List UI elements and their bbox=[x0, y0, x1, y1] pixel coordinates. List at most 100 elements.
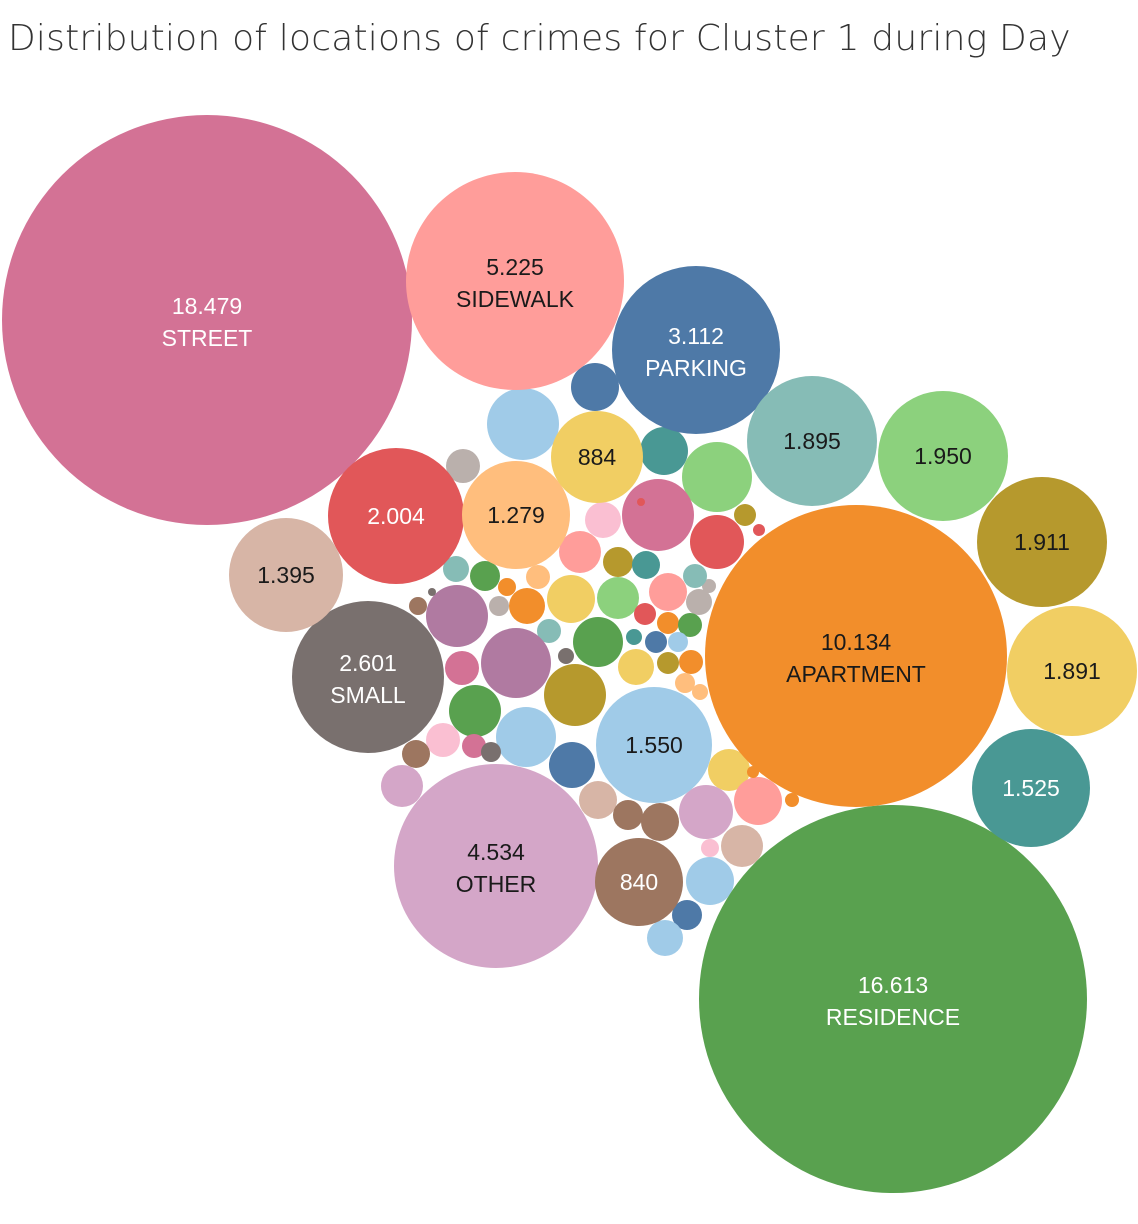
bubble-small[interactable] bbox=[443, 556, 469, 582]
bubble-small[interactable] bbox=[481, 742, 501, 762]
bubble-small[interactable] bbox=[603, 547, 633, 577]
bubble-other[interactable] bbox=[394, 764, 598, 968]
bubble-small[interactable] bbox=[585, 502, 621, 538]
bubble-apartment[interactable] bbox=[705, 505, 1007, 807]
bubble-small[interactable] bbox=[402, 740, 430, 768]
bubble-value-label: 4.534 bbox=[467, 839, 525, 865]
bubble-value-840[interactable] bbox=[595, 838, 683, 926]
bubble-small[interactable] bbox=[409, 597, 427, 615]
bubble-small[interactable] bbox=[682, 442, 752, 512]
bubble-value-1-950[interactable] bbox=[878, 391, 1008, 521]
bubble-small[interactable] bbox=[672, 900, 702, 930]
bubble-small[interactable] bbox=[428, 588, 436, 596]
bubble-small[interactable] bbox=[708, 749, 750, 791]
bubble-small[interactable] bbox=[785, 793, 799, 807]
chart-title: Distribution of locations of crimes for … bbox=[8, 18, 1071, 59]
bubble-small[interactable] bbox=[462, 734, 486, 758]
bubble-small[interactable] bbox=[753, 524, 765, 536]
bubble-small[interactable] bbox=[634, 603, 656, 625]
bubble-small[interactable] bbox=[640, 427, 688, 475]
bubble-small[interactable] bbox=[509, 588, 545, 624]
bubble-small[interactable] bbox=[544, 664, 606, 726]
bubble-value-label: 18.479 bbox=[172, 293, 242, 319]
bubble-small[interactable] bbox=[637, 498, 645, 506]
bubble-small[interactable] bbox=[481, 628, 551, 698]
bubble-small[interactable] bbox=[679, 785, 733, 839]
bubble-small[interactable] bbox=[647, 920, 683, 956]
bubble-small[interactable] bbox=[702, 579, 716, 593]
bubble-small[interactable] bbox=[547, 575, 595, 623]
bubble-small[interactable] bbox=[526, 565, 550, 589]
bubble-parking[interactable] bbox=[612, 266, 780, 434]
bubble-small[interactable] bbox=[679, 650, 703, 674]
bubble-value-1-550[interactable] bbox=[596, 687, 712, 803]
bubble-value-1-395[interactable] bbox=[229, 518, 343, 632]
bubble-value-label: 10.134 bbox=[821, 629, 892, 655]
bubble-small[interactable] bbox=[537, 619, 561, 643]
bubble-small[interactable] bbox=[573, 617, 623, 667]
bubble-small[interactable] bbox=[559, 531, 601, 573]
bubble-value-label: 1.525 bbox=[1002, 775, 1060, 801]
bubble-small[interactable] bbox=[470, 561, 500, 591]
bubble-value-1-525[interactable] bbox=[972, 729, 1090, 847]
bubble-small[interactable] bbox=[489, 596, 509, 616]
bubble-small[interactable] bbox=[622, 479, 694, 551]
bubble-small[interactable] bbox=[686, 589, 712, 615]
bubble-value-label: 2.601 bbox=[339, 650, 397, 676]
bubble-small[interactable] bbox=[558, 648, 574, 664]
bubble-small[interactable] bbox=[613, 800, 643, 830]
bubble-value-label: 1.279 bbox=[487, 502, 545, 528]
bubble-small[interactable] bbox=[683, 564, 707, 588]
bubble-value-label: 1.911 bbox=[1014, 529, 1070, 555]
bubble-small[interactable] bbox=[487, 388, 559, 460]
bubble-small[interactable] bbox=[549, 742, 595, 788]
bubble-small[interactable] bbox=[734, 777, 782, 825]
bubble-small[interactable] bbox=[721, 825, 763, 867]
bubble-category-label: APARTMENT bbox=[786, 661, 926, 687]
bubble-small[interactable] bbox=[292, 601, 444, 753]
bubble-value-label: 1.950 bbox=[914, 443, 972, 469]
bubble-small[interactable] bbox=[597, 577, 639, 619]
bubble-small[interactable] bbox=[690, 515, 744, 569]
bubble-small[interactable] bbox=[445, 651, 479, 685]
bubble-value-1-891[interactable] bbox=[1007, 606, 1137, 736]
bubble-category-label: PARKING bbox=[645, 355, 747, 381]
bubble-small[interactable] bbox=[692, 684, 708, 700]
bubble-value-1-895[interactable] bbox=[747, 376, 877, 506]
bubble-small[interactable] bbox=[632, 551, 660, 579]
bubble-small[interactable] bbox=[668, 632, 688, 652]
bubble-small[interactable] bbox=[446, 449, 480, 483]
bubble-small[interactable] bbox=[626, 629, 642, 645]
bubble-value-label: 840 bbox=[620, 869, 658, 895]
bubble-small[interactable] bbox=[678, 613, 702, 637]
bubble-small[interactable] bbox=[449, 685, 501, 737]
bubble-small[interactable] bbox=[649, 573, 687, 611]
bubble-small[interactable] bbox=[675, 673, 695, 693]
bubble-value-2-004[interactable] bbox=[328, 448, 464, 584]
bubble-small[interactable] bbox=[657, 652, 679, 674]
bubble-small[interactable] bbox=[496, 707, 556, 767]
bubble-small[interactable] bbox=[657, 612, 679, 634]
bubble-small[interactable] bbox=[641, 803, 679, 841]
bubble-small[interactable] bbox=[571, 363, 619, 411]
bubble-small[interactable] bbox=[734, 504, 756, 526]
bubble-small[interactable] bbox=[498, 578, 516, 596]
bubble-small[interactable] bbox=[426, 585, 488, 647]
bubble-value-label: 1.895 bbox=[783, 428, 841, 454]
bubble-value-1-911[interactable] bbox=[977, 477, 1107, 607]
bubble-category-label: STREET bbox=[162, 325, 253, 351]
bubble-small[interactable] bbox=[426, 723, 460, 757]
bubble-category-label: SMALL bbox=[330, 682, 406, 708]
bubble-residence[interactable] bbox=[699, 805, 1087, 1193]
bubble-category-label: RESIDENCE bbox=[826, 1004, 960, 1030]
bubble-sidewalk[interactable] bbox=[406, 172, 624, 390]
bubble-small[interactable] bbox=[686, 857, 734, 905]
bubble-street[interactable] bbox=[2, 115, 412, 525]
bubble-small[interactable] bbox=[381, 765, 423, 807]
bubble-small[interactable] bbox=[618, 649, 654, 685]
bubble-value-884[interactable] bbox=[551, 411, 643, 503]
bubble-value-1-279[interactable] bbox=[462, 461, 570, 569]
bubble-small[interactable] bbox=[579, 781, 617, 819]
bubble-small[interactable] bbox=[701, 839, 719, 857]
bubble-small[interactable] bbox=[645, 631, 667, 653]
